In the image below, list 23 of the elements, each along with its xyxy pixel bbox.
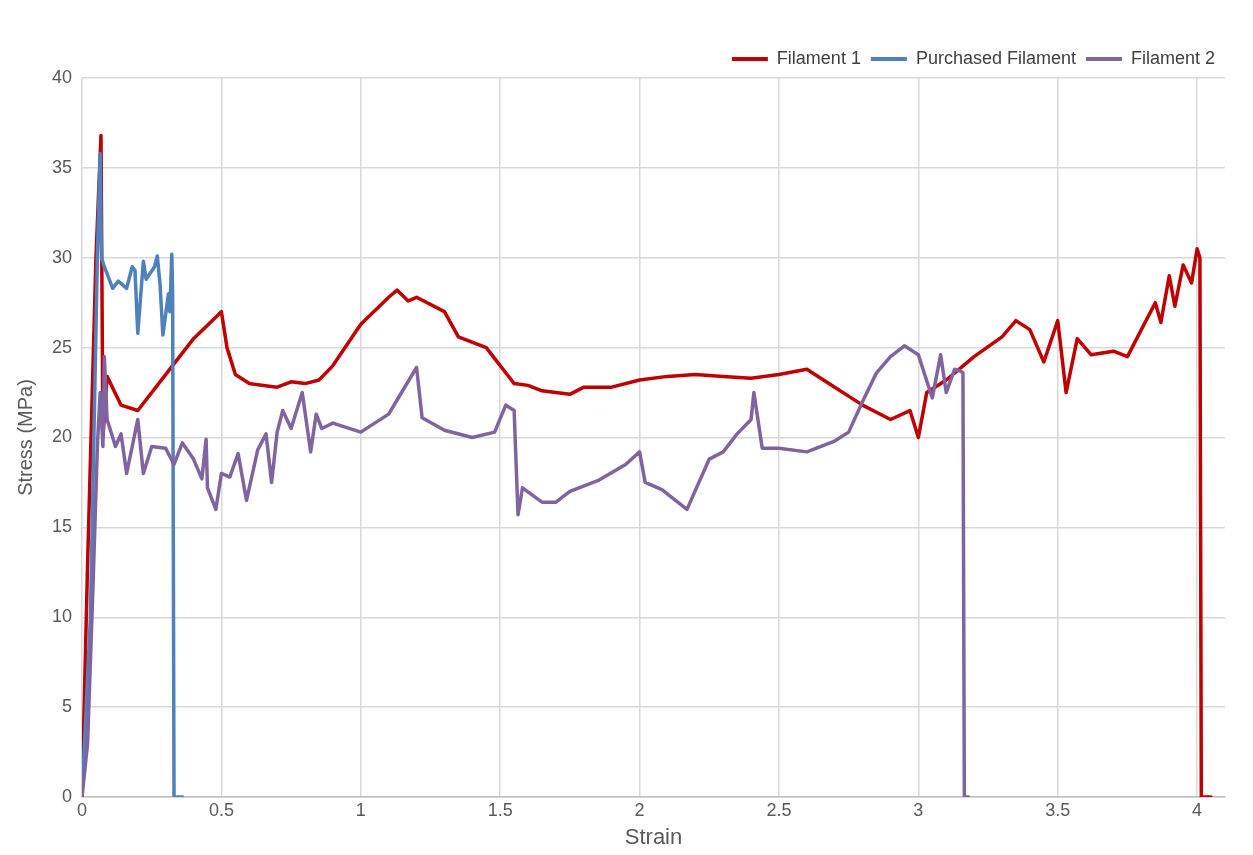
x-tick-label: 3.5 [1045, 799, 1071, 820]
x-tick-label: 0 [77, 799, 88, 820]
x-tick-label: 1 [355, 799, 366, 820]
y-tick-label: 40 [51, 66, 73, 87]
x-tick-label: 4 [1192, 799, 1203, 820]
x-tick-label: 3 [913, 799, 924, 820]
x-tick-label: 2.5 [766, 799, 792, 820]
y-tick-label: 0 [62, 785, 73, 806]
legend-label: Purchased Filament [915, 47, 1076, 68]
y-tick-label: 10 [51, 606, 73, 627]
legend-label: Filament 2 [1130, 47, 1216, 68]
y-tick-label: 25 [51, 336, 73, 357]
y-tick-label: 5 [62, 696, 73, 717]
x-axis-title: Strain [624, 823, 683, 849]
x-tick-label: 2 [634, 799, 645, 820]
x-tick-label: 1.5 [487, 799, 513, 820]
y-tick-label: 15 [51, 516, 73, 537]
x-tick-label: 0.5 [208, 799, 234, 820]
y-tick-label: 35 [51, 156, 73, 177]
y-tick-label: 20 [51, 426, 73, 447]
y-axis-title: Stress (MPa) [13, 379, 36, 496]
legend-label: Filament 1 [776, 47, 861, 68]
y-tick-label: 30 [51, 246, 73, 267]
